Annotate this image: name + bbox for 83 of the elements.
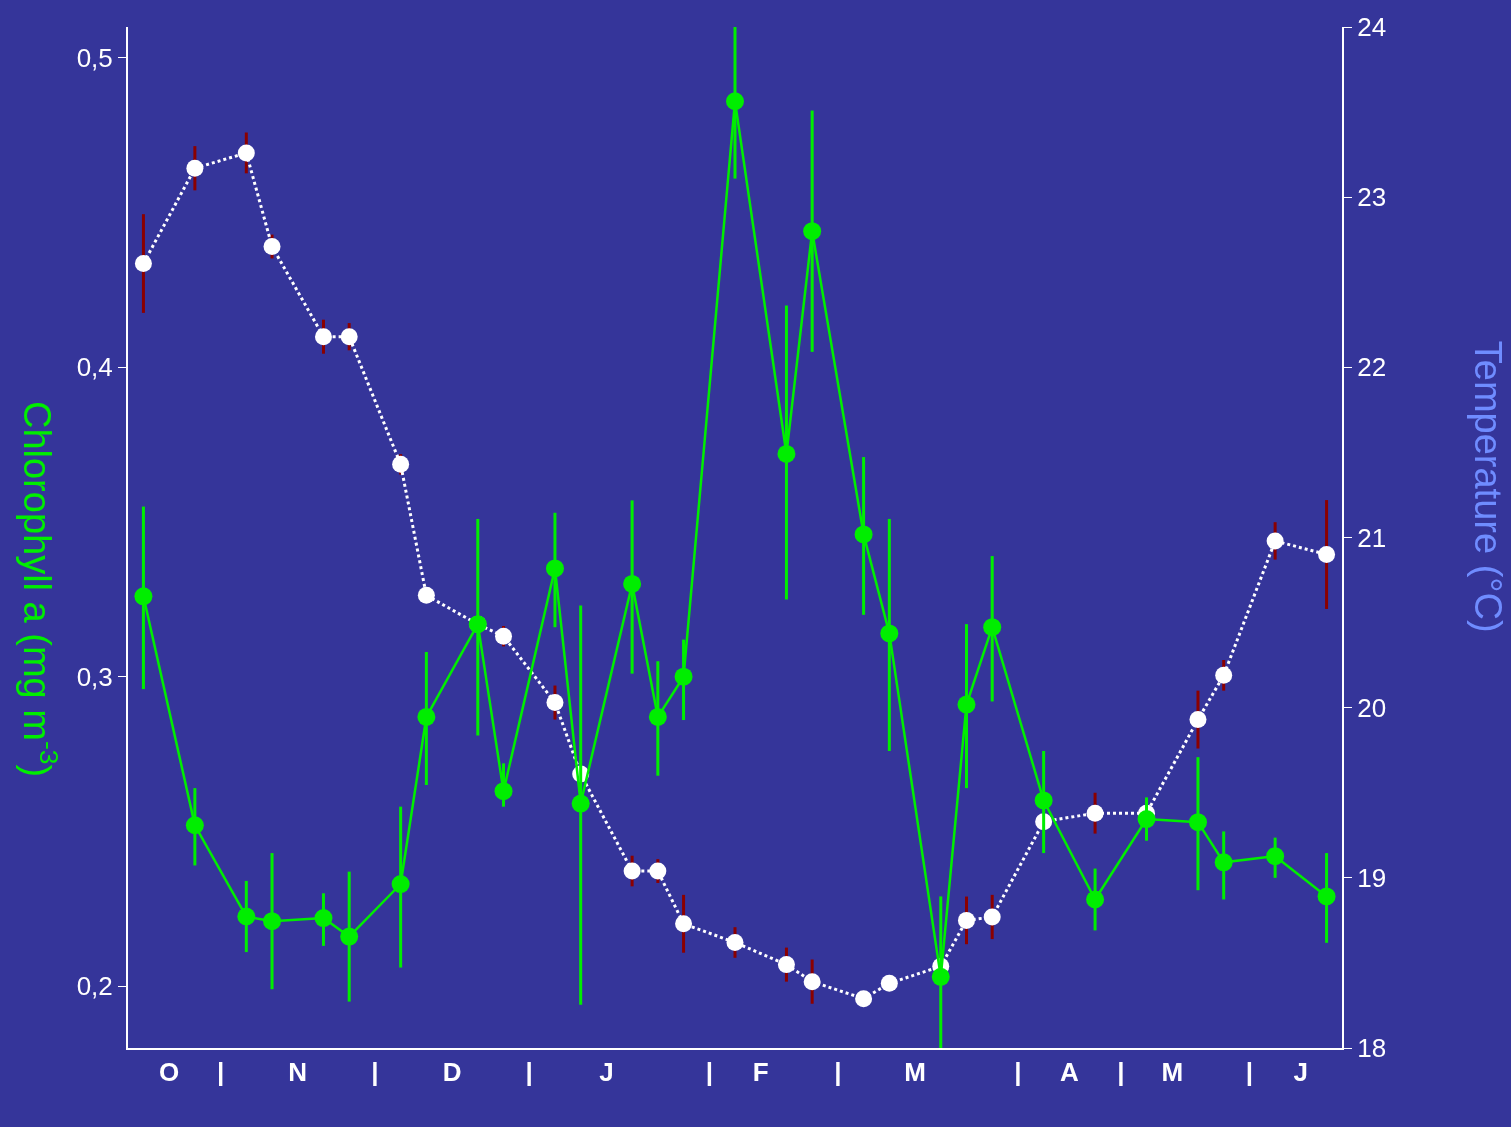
- point: [237, 907, 256, 926]
- point: [855, 990, 873, 1008]
- point: [417, 586, 435, 604]
- point: [185, 816, 204, 835]
- point: [1266, 847, 1285, 866]
- x-tick-label: |: [1117, 1057, 1125, 1088]
- x-tick-label: A: [1059, 1057, 1079, 1088]
- point: [623, 862, 641, 880]
- point: [674, 667, 693, 686]
- y2-tick-label: 24: [1357, 12, 1387, 43]
- point: [340, 927, 359, 946]
- y2-axis-title: Temperature (°C): [1467, 340, 1510, 633]
- point: [726, 92, 744, 111]
- point: [134, 255, 152, 273]
- point: [314, 328, 332, 346]
- x-tick-label: |: [371, 1057, 379, 1088]
- x-tick-label: J: [1293, 1057, 1309, 1088]
- y2-tick-label: 20: [1357, 692, 1387, 723]
- point: [983, 618, 1002, 637]
- y-tick-label: 0,2: [76, 971, 113, 1002]
- x-tick-label: |: [1245, 1057, 1254, 1088]
- point: [1034, 791, 1053, 810]
- point: [417, 707, 436, 726]
- x-tick-label: |: [1014, 1057, 1022, 1088]
- point: [726, 934, 744, 951]
- point: [777, 956, 795, 974]
- x-tick-label: D: [442, 1057, 462, 1088]
- x-tick-label: M: [904, 1057, 926, 1088]
- point: [494, 782, 513, 801]
- point: [957, 695, 976, 714]
- point: [1317, 887, 1336, 906]
- y2-tick-label: 18: [1357, 1033, 1387, 1064]
- x-tick-label: N: [288, 1057, 308, 1088]
- point: [880, 624, 899, 643]
- point: [134, 587, 153, 606]
- y2-tick-label: 19: [1357, 862, 1387, 893]
- point: [957, 911, 975, 929]
- point: [931, 967, 950, 986]
- point: [983, 908, 1001, 926]
- point: [392, 455, 410, 473]
- y-tick-label: 0,4: [76, 352, 113, 383]
- point: [340, 328, 358, 346]
- x-tick-label: |: [834, 1057, 842, 1088]
- point: [495, 627, 513, 645]
- point: [777, 444, 796, 463]
- y2-tick-label: 22: [1357, 352, 1387, 383]
- point: [186, 159, 204, 177]
- point: [675, 915, 693, 933]
- point: [571, 794, 590, 813]
- point: [237, 144, 255, 162]
- point: [1318, 546, 1336, 564]
- point: [880, 974, 898, 992]
- y2-tick-label: 21: [1357, 522, 1387, 553]
- x-tick-label: |: [216, 1057, 225, 1088]
- point: [314, 909, 333, 928]
- point: [803, 973, 821, 991]
- point: [803, 222, 822, 241]
- x-tick-label: F: [752, 1057, 769, 1088]
- x-tick-label: |: [525, 1057, 533, 1088]
- point: [1214, 853, 1233, 872]
- point: [1189, 711, 1207, 729]
- point: [623, 574, 642, 593]
- point: [545, 559, 564, 578]
- point: [1188, 813, 1207, 832]
- point: [1086, 804, 1104, 822]
- point: [854, 525, 873, 544]
- y-tick-label: 0,5: [76, 43, 113, 74]
- x-tick-label: M: [1161, 1057, 1184, 1088]
- point: [1266, 532, 1284, 550]
- point: [1086, 890, 1105, 909]
- point: [391, 875, 410, 894]
- point: [546, 694, 564, 712]
- point: [648, 707, 667, 726]
- point: [263, 912, 282, 931]
- y-tick-label: 0,3: [76, 661, 113, 692]
- point: [263, 238, 281, 255]
- x-tick-label: |: [705, 1057, 713, 1088]
- y2-tick-label: 23: [1357, 182, 1387, 213]
- x-tick-label: O: [159, 1057, 180, 1088]
- point: [1137, 810, 1156, 829]
- x-tick-label: J: [599, 1057, 614, 1088]
- point: [649, 862, 667, 880]
- point: [1215, 666, 1233, 684]
